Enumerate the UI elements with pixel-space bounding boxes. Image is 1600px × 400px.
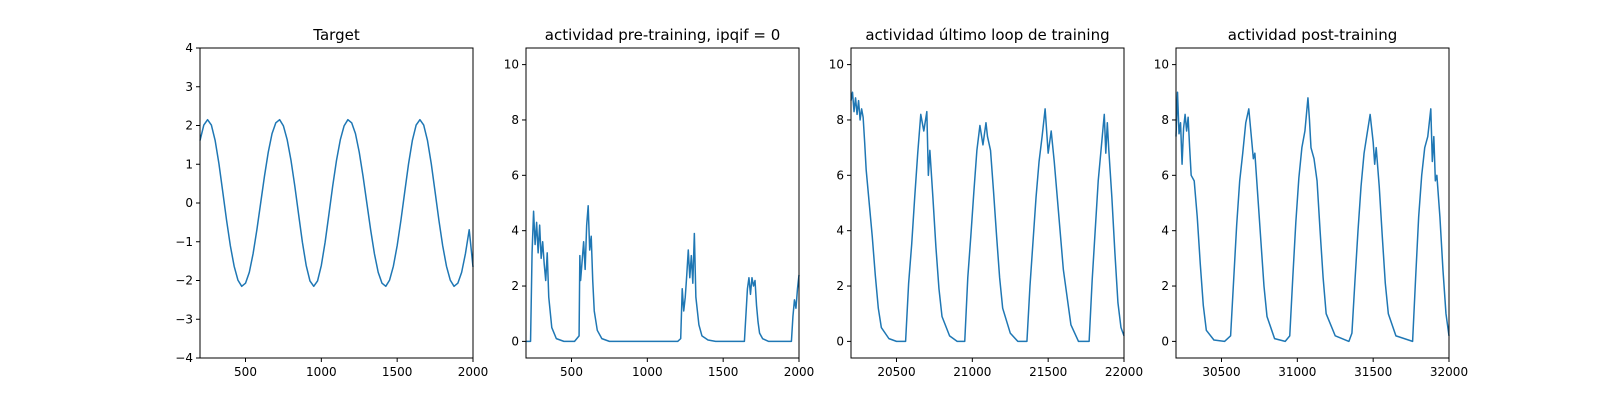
plot-area xyxy=(850,91,1125,343)
subplot-title: actividad pre-training, ipqif = 0 xyxy=(545,26,781,44)
y-tick-label: 1 xyxy=(185,157,193,171)
x-tick-label: 21000 xyxy=(953,365,991,379)
x-tick-label: 1500 xyxy=(708,365,739,379)
y-tick-label: −3 xyxy=(175,312,193,326)
y-tick-label: 4 xyxy=(836,224,844,238)
y-tick-label: −4 xyxy=(175,351,193,365)
axis-ticks: 500 1000 1500 2000 0 2 4 6 8 10 xyxy=(504,58,815,379)
x-tick-label: 32000 xyxy=(1430,365,1468,379)
y-tick-label: 2 xyxy=(511,279,519,293)
x-tick-label: 2000 xyxy=(458,365,489,379)
y-tick-label: −2 xyxy=(175,274,193,288)
x-tick-label: 21500 xyxy=(1029,365,1067,379)
y-tick-label: 6 xyxy=(511,168,519,182)
y-tick-label: 10 xyxy=(829,58,844,72)
y-tick-label: 4 xyxy=(185,41,193,55)
x-tick-label: 1500 xyxy=(382,365,413,379)
subplot-post-training: actividad post-training 30500 31000 31500 3… xyxy=(1154,26,1468,379)
y-tick-label: 0 xyxy=(1161,334,1169,348)
y-tick-label: 3 xyxy=(185,80,193,94)
y-tick-label: 2 xyxy=(185,119,193,133)
axis-ticks: 30500 31000 31500 32000 0 2 4 6 8 10 xyxy=(1154,58,1468,379)
plot-area xyxy=(199,118,474,288)
x-tick-label: 22000 xyxy=(1105,365,1143,379)
y-tick-label: 8 xyxy=(836,113,844,127)
y-tick-label: 4 xyxy=(511,224,519,238)
subplot-pre-training: actividad pre-training, ipqif = 0 500 100… xyxy=(504,26,815,379)
x-tick-label: 31000 xyxy=(1278,365,1316,379)
x-tick-label: 2000 xyxy=(784,365,815,379)
x-tick-label: 1000 xyxy=(632,365,663,379)
x-tick-label: 30500 xyxy=(1202,365,1240,379)
subplot-target: Target 500 1000 1500 2000 −4 −3 −2 −1 0 1 2 3 4 xyxy=(175,26,488,379)
axes-frame xyxy=(199,47,474,359)
series-line xyxy=(850,91,1125,343)
subplot-last-training-loop: actividad último loop de training 20500 2… xyxy=(829,26,1143,379)
subplot-title: Target xyxy=(312,26,360,44)
series-line xyxy=(526,205,800,343)
y-tick-label: 10 xyxy=(504,58,519,72)
subplot-title: actividad último loop de training xyxy=(865,26,1109,44)
axes-frame xyxy=(1175,47,1450,359)
x-tick-label: 31500 xyxy=(1354,365,1392,379)
y-tick-label: 8 xyxy=(511,113,519,127)
axes-frame xyxy=(525,47,800,359)
y-tick-label: 2 xyxy=(1161,279,1169,293)
y-tick-label: 0 xyxy=(511,334,519,348)
y-tick-label: 6 xyxy=(1161,168,1169,182)
x-tick-label: 1000 xyxy=(306,365,337,379)
plot-area xyxy=(1175,91,1450,343)
y-tick-label: 4 xyxy=(1161,224,1169,238)
y-tick-label: −1 xyxy=(175,235,193,249)
series-line xyxy=(199,118,474,288)
axis-ticks: 20500 21000 21500 22000 0 2 4 6 8 10 xyxy=(829,58,1143,379)
y-tick-label: 8 xyxy=(1161,113,1169,127)
y-tick-label: 0 xyxy=(836,334,844,348)
x-tick-label: 20500 xyxy=(877,365,915,379)
x-tick-label: 500 xyxy=(234,365,257,379)
y-tick-label: 10 xyxy=(1154,58,1169,72)
y-tick-label: 6 xyxy=(836,168,844,182)
y-tick-label: 2 xyxy=(836,279,844,293)
y-tick-label: 0 xyxy=(185,196,193,210)
x-tick-label: 500 xyxy=(560,365,583,379)
axis-ticks: 500 1000 1500 2000 −4 −3 −2 −1 0 1 2 3 4 xyxy=(175,41,488,379)
plot-area xyxy=(526,205,800,343)
axes-frame xyxy=(850,47,1125,359)
subplot-title: actividad post-training xyxy=(1228,26,1397,44)
series-line xyxy=(1175,91,1450,343)
